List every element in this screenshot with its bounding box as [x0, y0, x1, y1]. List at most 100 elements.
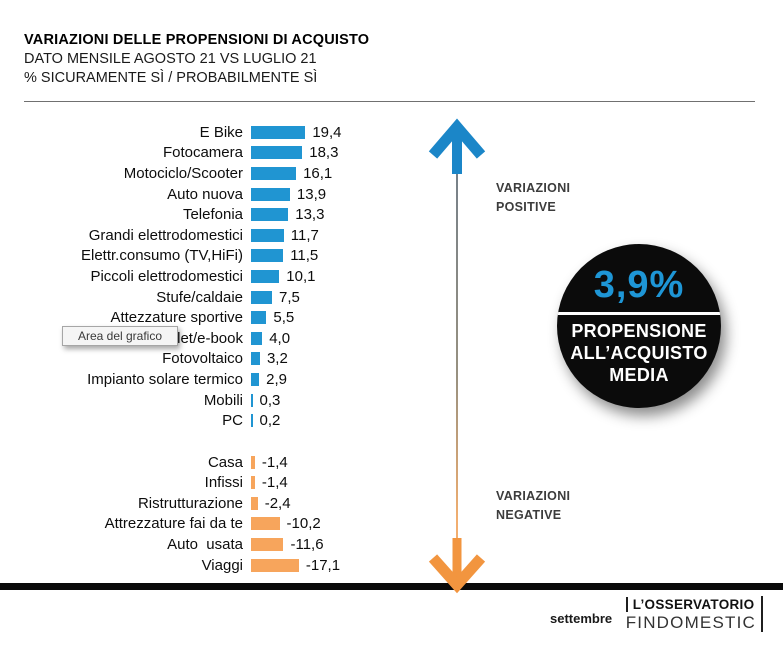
value-label: 5,5: [273, 309, 295, 327]
category-label: Ristrutturazione: [137, 494, 243, 512]
value-label: 18,3: [309, 144, 339, 162]
category-label: Fotocamera: [162, 144, 243, 162]
chart-rows[interactable]: E Bike 19,4 Fotocamera 18,3 Motociclo/Scoote…: [24, 122, 342, 575]
category-label: Elettr.consumo (TV,HiFi): [81, 247, 243, 265]
value-label: 11,7: [290, 226, 319, 244]
badge-divider: [557, 312, 721, 315]
subtitle-period: DATO MENSILE AGOSTO 21 VS LUGLIO 21: [24, 51, 317, 67]
arrow-down-icon: [428, 554, 486, 594]
bar: [251, 517, 280, 531]
bar: [251, 414, 253, 428]
bar: [251, 125, 306, 139]
badge-caption: PROPENSIONE ALL’ACQUISTO MEDIA: [557, 320, 721, 386]
value-label: 16,1: [303, 164, 333, 182]
value-label: -11,6: [290, 536, 324, 554]
value-label: 13,9: [296, 185, 327, 203]
value-label: -17,1: [305, 556, 341, 574]
chart-row: Casa -1,4: [24, 452, 342, 473]
bar: [251, 166, 297, 180]
bar: [251, 228, 284, 242]
bar: [251, 311, 267, 325]
chart-row: Attezzature sportive 5,5: [24, 307, 342, 328]
arrow-up-stem: [452, 130, 462, 174]
value-label: 19,4: [312, 123, 342, 141]
category-label: Casa: [207, 453, 243, 471]
bar: [251, 208, 289, 222]
value-label: 3,2: [266, 350, 288, 368]
logo-line2: FINDOMESTIC: [625, 613, 756, 632]
chart-row: Fotovoltaico 3,2: [24, 349, 342, 370]
chart-row: PC 0,2: [24, 410, 342, 431]
chart-row: Elettr.consumo (TV,HiFi) 11,5: [24, 246, 342, 267]
category-label: Infissi: [204, 474, 243, 492]
findomestic-logo: L’OSSERVATORIO FINDOMESTIC: [625, 596, 763, 632]
footer-month: settembre: [550, 611, 613, 626]
category-label: Impianto solare termico: [87, 370, 243, 388]
negative-variations-line2: NEGATIVE: [496, 508, 562, 522]
value-label: -10,2: [286, 515, 321, 533]
chart-row: Telefonia 13,3: [24, 204, 342, 225]
category-label: E Bike: [199, 123, 243, 141]
bar: [251, 558, 299, 572]
chart-row: Motociclo/Scooter 16,1: [24, 163, 342, 184]
bar: [251, 393, 253, 407]
bar: [251, 372, 260, 386]
category-label: Mobili: [203, 391, 243, 409]
value-label: -1,4: [261, 474, 288, 492]
group-spacer: [24, 431, 342, 452]
baseline-bar: [0, 583, 783, 590]
negative-variations-line1: VARIAZIONI: [496, 489, 571, 503]
category-label: Attezzature sportive: [110, 309, 243, 327]
badge-caption-line: PROPENSIONE: [571, 321, 707, 341]
value-label: 0,2: [259, 412, 281, 430]
category-label: Grandi elettrodomestici: [88, 226, 243, 244]
category-label: Motociclo/Scooter: [123, 164, 243, 182]
badge-caption-line: MEDIA: [609, 365, 669, 385]
logo-line1: L’OSSERVATORIO: [625, 597, 755, 612]
chart-area-tooltip: Area del grafico: [62, 326, 178, 346]
direction-arrows: [428, 118, 486, 594]
positive-variations-label: VARIAZIONI POSITIVE: [496, 179, 570, 217]
header-divider: [24, 101, 755, 102]
value-label: 11,5: [290, 247, 319, 265]
category-label: Telefonia: [182, 206, 243, 224]
chart-row: Piccoli elettrodomestici 10,1: [24, 266, 342, 287]
bar: [251, 269, 280, 283]
arrow-up-icon: [428, 118, 486, 159]
subtitle-metric: % SICURAMENTE SÌ / PROBABILMENTE SÌ: [24, 70, 318, 86]
positive-variations-line1: VARIAZIONI: [496, 181, 571, 195]
chart-row: Grandi elettrodomestici 11,7: [24, 225, 342, 246]
bar: [251, 146, 303, 160]
category-label: Piccoli elettrodomestici: [90, 267, 243, 285]
category-label: Auto nuova: [167, 185, 243, 203]
arrow-down-stem: [452, 538, 462, 582]
value-label: 0,3: [259, 391, 281, 409]
chart-row: Impianto solare termico 2,9: [24, 369, 342, 390]
chart-row: Mobili 0,3: [24, 390, 342, 411]
category-label: Stufe/caldaie: [156, 288, 243, 306]
bar: [251, 331, 263, 345]
chart-row: Stufe/caldaie 7,5: [24, 287, 342, 308]
chart-row: Ristrutturazione -2,4: [24, 493, 342, 514]
negative-variations-label: VARIAZIONI NEGATIVE: [496, 487, 570, 525]
bar: [251, 496, 258, 510]
bar: [251, 455, 255, 469]
chart-row: E Bike 19,4: [24, 122, 342, 143]
bar: [251, 290, 272, 304]
category-label: Fotovoltaico: [162, 350, 243, 368]
chart-row: Auto usata -11,6: [24, 534, 342, 555]
chart-row: Auto nuova 13,9: [24, 184, 342, 205]
chart-header: VARIAZIONI DELLE PROPENSIONI DI ACQUISTO…: [24, 30, 369, 88]
value-label: 10,1: [286, 267, 316, 285]
value-label: 7,5: [279, 288, 300, 306]
bar: [251, 249, 284, 263]
value-label: 4,0: [269, 329, 291, 347]
bar: [251, 476, 255, 490]
page-title: VARIAZIONI DELLE PROPENSIONI DI ACQUISTO: [24, 32, 370, 48]
value-label: 2,9: [266, 370, 287, 388]
chart-row: Fotocamera 18,3: [24, 143, 342, 164]
positive-variations-line2: POSITIVE: [496, 200, 557, 214]
category-label: Attrezzature fai da te: [104, 515, 243, 533]
category-label: Viaggi: [201, 556, 243, 574]
